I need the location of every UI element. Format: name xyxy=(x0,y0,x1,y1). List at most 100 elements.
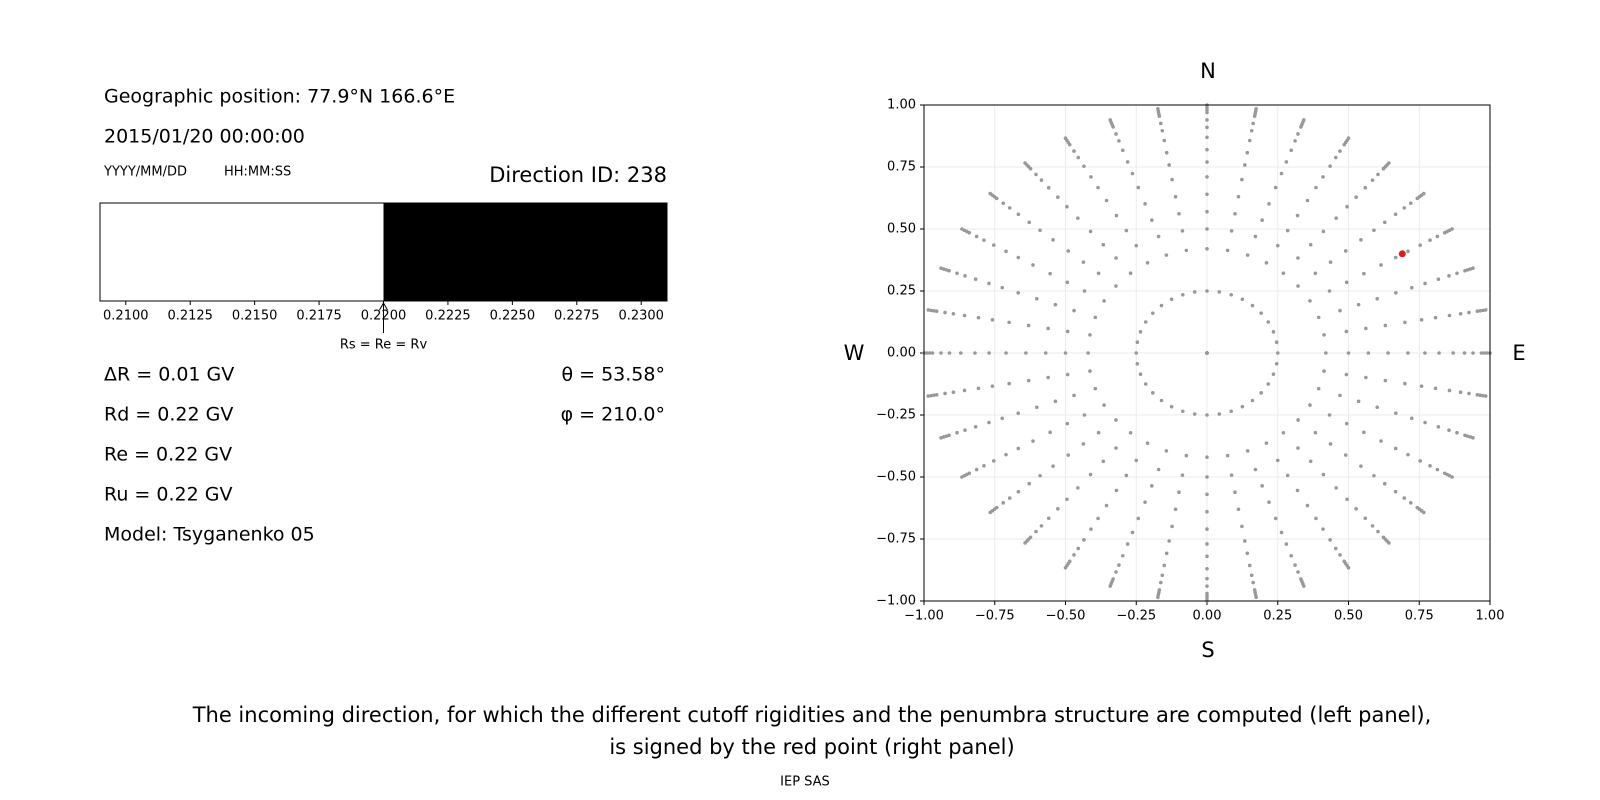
grid-point xyxy=(1481,393,1485,398)
grid-point xyxy=(1482,351,1487,355)
grid-point xyxy=(1328,260,1333,264)
grid-point xyxy=(1295,488,1300,493)
grid-point xyxy=(991,459,996,463)
grid-point xyxy=(1376,172,1380,177)
grid-point xyxy=(1016,446,1021,451)
grid-point xyxy=(1296,284,1300,288)
grid-point xyxy=(1170,524,1174,529)
grid-point xyxy=(1284,160,1289,164)
grid-point xyxy=(1266,382,1271,386)
grid-point xyxy=(955,430,959,435)
grid-point xyxy=(1345,204,1349,209)
grid-point xyxy=(1403,381,1407,386)
grid-point xyxy=(1031,439,1035,443)
grid-point xyxy=(1081,260,1086,264)
grid-point xyxy=(1046,516,1051,521)
grid-point xyxy=(1031,263,1035,267)
grid-point xyxy=(1483,308,1488,312)
grid-point xyxy=(1229,473,1234,477)
grid-point xyxy=(930,351,935,355)
grid-point xyxy=(1135,361,1140,366)
grid-point xyxy=(1065,497,1069,502)
grid-point xyxy=(982,464,986,468)
grid-point xyxy=(1455,430,1459,435)
grid-point xyxy=(1346,565,1351,570)
grid-point xyxy=(1433,386,1438,391)
grid-point xyxy=(926,394,931,398)
date-format: YYYY/MM/DD xyxy=(103,165,187,180)
grid-point xyxy=(1173,507,1178,512)
grid-point xyxy=(1205,527,1209,531)
grid-point xyxy=(1343,249,1348,253)
grid-point xyxy=(1089,175,1093,179)
grid-point xyxy=(1247,138,1252,143)
grid-point xyxy=(1450,227,1454,231)
grid-point xyxy=(1114,418,1118,422)
grid-point xyxy=(1447,313,1452,318)
grid-point xyxy=(1240,297,1245,302)
grid-point xyxy=(1419,384,1424,388)
grid-point xyxy=(1150,484,1154,488)
grid-point xyxy=(1387,161,1391,165)
grid-point xyxy=(1086,351,1090,355)
grid-point xyxy=(1333,546,1338,551)
grid-point xyxy=(1082,413,1087,417)
grid-point xyxy=(1233,490,1237,495)
grid-point xyxy=(1205,509,1209,514)
annotation-arrowhead xyxy=(379,301,388,311)
grid-point xyxy=(1251,121,1255,126)
grid-point xyxy=(963,428,967,432)
grid-point xyxy=(1016,290,1020,295)
x-tick-label: 0.75 xyxy=(1405,609,1434,624)
grid-point xyxy=(1082,538,1086,542)
grid-point xyxy=(1271,329,1276,334)
grid-point xyxy=(1321,175,1325,179)
grid-point xyxy=(1344,280,1349,285)
grid-point xyxy=(1394,290,1398,295)
grid-point xyxy=(1114,213,1119,218)
grid-point xyxy=(1038,473,1042,478)
grid-point xyxy=(1346,136,1351,141)
grid-point xyxy=(1289,553,1294,558)
penumbra-band xyxy=(100,203,384,301)
grid-point xyxy=(1035,405,1039,410)
grid-point xyxy=(1229,292,1233,297)
grid-point xyxy=(1455,271,1459,276)
x-tick-label: −0.25 xyxy=(1116,609,1156,624)
grid-point xyxy=(1328,538,1332,542)
grid-point xyxy=(1284,542,1289,546)
grid-point xyxy=(1035,296,1039,301)
grid-point xyxy=(1138,372,1143,377)
grid-point xyxy=(1485,351,1489,355)
grid-point xyxy=(1313,271,1318,276)
grid-point xyxy=(1023,161,1027,165)
grid-point xyxy=(1134,243,1139,248)
grid-point xyxy=(1236,507,1241,512)
compass-west: W xyxy=(844,341,865,365)
grid-point xyxy=(1393,489,1398,494)
grid-point xyxy=(1250,303,1255,308)
grid-point xyxy=(958,351,963,355)
grid-point xyxy=(1082,164,1086,168)
grid-point xyxy=(1108,584,1113,588)
grid-point xyxy=(1475,309,1480,314)
grid-point xyxy=(1393,255,1398,260)
grid-point xyxy=(1308,459,1313,464)
grid-point xyxy=(1437,351,1441,355)
grid-point xyxy=(1051,238,1055,242)
grid-point xyxy=(1120,148,1125,153)
x-tick-label: 0.2175 xyxy=(296,309,342,324)
grid-point xyxy=(1364,326,1368,331)
grid-point xyxy=(1181,409,1185,414)
grid-point xyxy=(1205,125,1209,130)
grid-point xyxy=(1076,486,1080,490)
grid-point xyxy=(1026,323,1031,328)
grid-point xyxy=(1356,302,1361,307)
grid-point xyxy=(1076,546,1081,551)
grid-point xyxy=(1253,467,1258,472)
grid-point xyxy=(1056,195,1060,200)
grid-point xyxy=(1225,453,1230,458)
info-line: Rd = 0.22 GV xyxy=(104,404,233,426)
grid-point xyxy=(976,386,981,391)
